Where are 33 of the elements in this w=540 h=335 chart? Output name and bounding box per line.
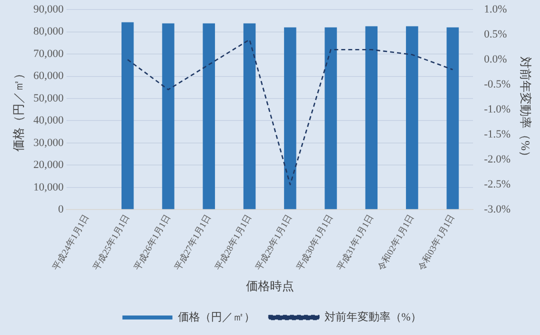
y-axis-title: 価格（円／㎡） <box>11 68 26 152</box>
y2-tick-label: 1.0% <box>484 3 507 16</box>
y-tick-label: 50,000 <box>33 92 64 104</box>
x-tick-label: 平成31年1月1日 <box>335 212 376 272</box>
y2-tick-label: 0.0% <box>484 54 507 66</box>
y2-tick-label: 0.5% <box>484 28 507 40</box>
y-tick-label: 90,000 <box>33 3 64 16</box>
y2-tick-label: -0.5% <box>484 78 511 91</box>
y2-tick-label: -3.0% <box>484 204 511 216</box>
y-tick-label: 20,000 <box>33 159 64 172</box>
x-tick-label: 平成25年1月1日 <box>91 212 132 272</box>
legend-label: 対前年変動率（%） <box>324 310 422 324</box>
x-tick-label: 平成27年1月1日 <box>172 212 213 272</box>
y-tick-label: 60,000 <box>33 70 64 82</box>
y2-tick-label: -1.5% <box>484 128 511 141</box>
x-tick-label: 平成30年1月1日 <box>294 212 335 272</box>
y-tick-label: 30,000 <box>33 136 64 149</box>
x-tick-label: 平成29年1月1日 <box>254 212 294 272</box>
y-tick-label: 10,000 <box>33 181 64 194</box>
x-tick-label: 令和03年1月1日 <box>416 212 456 272</box>
line-series <box>126 38 454 186</box>
legend-label: 価格（円／㎡） <box>178 311 255 324</box>
x-tick-label: 平成26年1月1日 <box>132 212 172 272</box>
x-tick-label: 平成28年1月1日 <box>213 212 254 272</box>
y-tick-label: 80,000 <box>33 26 64 38</box>
y2-tick-label: -2.5% <box>484 178 511 191</box>
y2-axis-title: 対前年変動率（%） <box>518 56 533 163</box>
y-tick-label: 70,000 <box>33 48 64 60</box>
x-tick-label: 令和02年1月1日 <box>376 212 416 272</box>
y-tick-label: 40,000 <box>33 114 64 127</box>
y2-tick-label: -2.0% <box>484 154 511 166</box>
y2-tick-label: -1.0% <box>484 104 511 116</box>
x-axis-title: 価格時点 <box>246 278 294 293</box>
